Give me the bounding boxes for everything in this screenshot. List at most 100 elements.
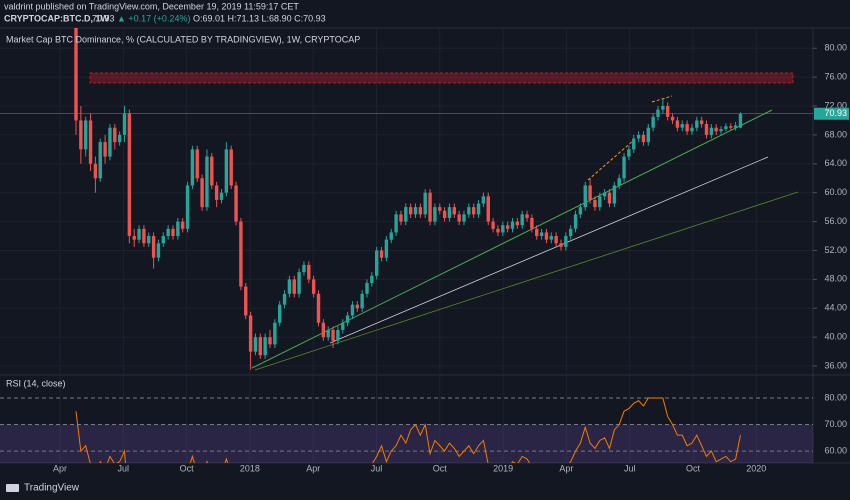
candle-body	[321, 322, 326, 338]
candle-body	[530, 217, 534, 229]
candle-body	[147, 236, 151, 244]
candle-body	[666, 106, 670, 117]
candle-body	[84, 120, 88, 150]
drawings	[89, 72, 799, 371]
rsi-tick-label: 80.00	[824, 392, 847, 402]
candle-body	[505, 225, 510, 229]
candle-body	[428, 192, 432, 222]
logo	[6, 484, 19, 492]
candle-body	[481, 196, 486, 204]
last-price-label: 70.93	[824, 108, 847, 118]
candle-body	[181, 221, 185, 229]
x-tick-label: Jul	[624, 463, 636, 473]
brand: TradingView	[24, 483, 80, 494]
candle-body	[307, 264, 311, 280]
candle-body	[685, 124, 689, 132]
candle-body	[117, 134, 122, 143]
candle-body	[515, 221, 520, 226]
candle-body	[607, 192, 612, 204]
candle-body	[733, 125, 738, 128]
rsi-pane	[0, 397, 813, 463]
y-tick-label: 36.00	[824, 360, 847, 370]
candle-body	[559, 243, 563, 247]
y-tick-label: 68.00	[824, 129, 847, 139]
candle-body	[74, 28, 78, 121]
candle-body	[161, 236, 165, 244]
candle-body	[268, 337, 272, 345]
last-price-box	[814, 107, 849, 120]
candle-body	[680, 124, 684, 128]
candle-body	[569, 228, 573, 237]
candle-body	[253, 337, 258, 352]
candle-body	[103, 142, 107, 157]
candle-body	[137, 228, 141, 240]
candle-body	[151, 236, 156, 258]
x-tick-label: Jul	[371, 463, 383, 473]
candle-body	[365, 282, 369, 294]
candle-body	[244, 286, 248, 316]
candle-body	[331, 329, 335, 341]
candle-body	[200, 178, 204, 208]
candle-body	[263, 337, 267, 356]
candle-body	[399, 214, 403, 222]
rsi-band	[0, 424, 813, 463]
candle-body	[738, 113, 743, 128]
candle-body	[486, 196, 490, 222]
candle-body	[670, 116, 675, 121]
x-tick-label: 2019	[493, 463, 513, 473]
x-tick-label: 2018	[240, 463, 260, 473]
trend-line	[651, 95, 673, 103]
y-tick-label: 80.00	[824, 43, 847, 53]
candle-body	[704, 124, 709, 135]
change: ▲ +0.17 (+0.24%)	[117, 13, 190, 23]
candle-body	[88, 120, 93, 164]
candle-body	[375, 250, 379, 276]
x-tick-label: Apr	[559, 463, 573, 473]
candle-body	[132, 236, 136, 240]
candle-body	[297, 272, 301, 294]
candle-body	[418, 207, 423, 215]
candle-body	[205, 156, 209, 208]
trend-line	[251, 109, 773, 369]
candle-body	[379, 250, 384, 258]
candle-body	[350, 304, 355, 316]
rsi-tick-label: 70.00	[824, 419, 847, 429]
trend-line	[329, 156, 769, 344]
candle-body	[641, 134, 646, 143]
candle-body	[408, 207, 413, 215]
candle-body	[404, 207, 408, 222]
candle-body	[656, 109, 660, 117]
candle-body	[292, 279, 296, 294]
candle-body	[113, 127, 117, 143]
candle-body	[573, 214, 578, 229]
candle-body	[593, 199, 597, 208]
candle-body	[98, 142, 102, 179]
author-line: valdrint published on TradingView.com, D…	[4, 1, 299, 11]
candle-body	[661, 106, 665, 110]
candle-body	[617, 178, 621, 186]
y-tick-label: 40.00	[824, 332, 847, 342]
price: 70.93	[92, 13, 115, 23]
candle-body	[578, 207, 583, 215]
x-tick-label: 2020	[746, 463, 766, 473]
candle-body	[341, 322, 345, 330]
candle-body	[214, 185, 219, 200]
symbol: CRYPTOCAP:BTC.D, 1W	[4, 13, 110, 23]
candle-body	[278, 304, 282, 323]
candle-body	[248, 315, 253, 352]
candle-body	[190, 149, 195, 186]
axes: 80.00 76.00 72.00 68.00 64.00 60.00 56.00 52.00…	[53, 43, 849, 473]
candle-body	[564, 236, 568, 247]
chart-title: Market Cap BTC Dominance, % (CALCULATED …	[6, 34, 360, 44]
candle-body	[651, 116, 655, 128]
candle-body	[108, 127, 112, 157]
candle-body	[166, 228, 170, 237]
y-tick-label: 44.00	[824, 303, 847, 313]
candles	[0, 28, 813, 370]
candle-body	[336, 329, 340, 341]
candle-body	[239, 221, 243, 287]
candle-body	[452, 207, 456, 215]
candle-body	[210, 156, 214, 186]
candle-body	[447, 207, 452, 218]
